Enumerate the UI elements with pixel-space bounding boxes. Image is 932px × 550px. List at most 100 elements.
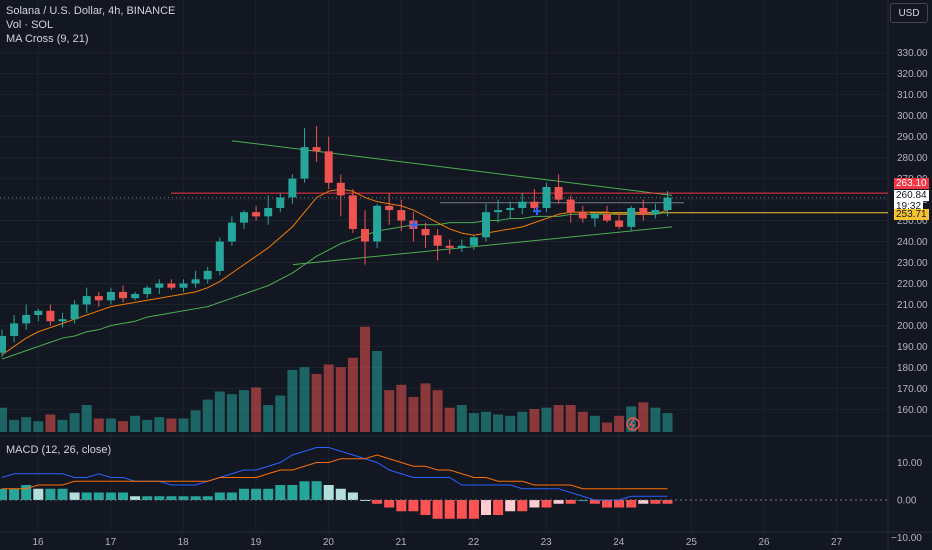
- volume-bar: [420, 383, 431, 432]
- macd-tick-label: 0.00: [897, 496, 917, 507]
- time-tick-label: 22: [468, 537, 480, 548]
- lightning-icon: [628, 418, 636, 431]
- volume-bar: [45, 414, 56, 432]
- volume-bar: [602, 422, 612, 432]
- price-tick-label: 310.00: [897, 90, 928, 101]
- candle-body: [482, 212, 490, 238]
- candle-body: [385, 205, 394, 211]
- candle-body: [566, 199, 575, 213]
- time-tick-label: 18: [178, 537, 190, 548]
- macd-histogram-bar: [33, 488, 44, 500]
- price-tick-label: 180.00: [897, 363, 928, 374]
- chart-icons[interactable]: [410, 207, 640, 431]
- candle-body: [651, 210, 660, 215]
- volume-bar: [214, 391, 225, 432]
- macd-histogram-bar: [565, 500, 576, 504]
- macd-histogram-bar: [347, 492, 358, 500]
- volume-indicator-label[interactable]: Vol · SOL: [6, 19, 54, 31]
- volume-bar: [275, 395, 286, 432]
- candle-body: [530, 201, 539, 208]
- time-tick-label: 26: [758, 537, 770, 548]
- macd-histogram-bar: [372, 500, 383, 504]
- candle-body: [578, 212, 587, 219]
- macd-histogram-bar: [154, 496, 165, 500]
- volume-bar: [493, 414, 504, 432]
- ma-cross-indicator-label[interactable]: MA Cross (9, 21): [6, 33, 89, 45]
- volume-bar: [565, 405, 576, 432]
- volume-bar: [481, 411, 491, 432]
- macd-histogram-bar: [214, 492, 225, 500]
- candle-body: [179, 283, 188, 288]
- macd-line: [1, 447, 668, 501]
- volume-bar: [372, 351, 383, 432]
- macd-indicator-label[interactable]: MACD (12, 26, close): [6, 444, 112, 456]
- macd-histogram-bar: [299, 481, 310, 500]
- candle-body: [227, 222, 236, 242]
- macd-histogram-bar: [626, 500, 637, 508]
- volume-bar: [408, 396, 419, 432]
- macd-histogram-bar: [81, 492, 92, 500]
- macd-histogram-bar: [541, 500, 552, 508]
- candle-body: [615, 220, 624, 227]
- volume-bar: [456, 405, 467, 432]
- volume-bar: [9, 419, 20, 432]
- candle-body: [264, 207, 273, 217]
- macd-histogram-bar: [178, 496, 189, 500]
- volume-bar: [638, 402, 649, 432]
- macd-histogram-bar: [226, 492, 237, 500]
- axes: 160.00170.00180.00190.00200.00210.00220.…: [32, 48, 928, 548]
- price-tick-label: 280.00: [897, 153, 928, 164]
- macd-histogram-bar: [553, 500, 564, 504]
- volume-bar: [396, 384, 407, 432]
- volume-bar: [650, 407, 661, 432]
- symbol-title[interactable]: Solana / U.S. Dollar, 4h, BINANCE: [6, 5, 176, 17]
- volume-bar: [226, 394, 237, 432]
- last-price-tag: 260.84: [894, 190, 929, 201]
- price-tick-label: 170.00: [897, 384, 928, 395]
- volume-bar: [311, 373, 322, 432]
- macd-histogram-bar: [93, 492, 104, 500]
- time-tick-label: 27: [831, 537, 843, 548]
- price-tick-label: 200.00: [897, 321, 928, 332]
- price-tick-label: 160.00: [897, 405, 928, 416]
- candle-body: [155, 283, 164, 288]
- price-tick-label: 240.00: [897, 237, 928, 248]
- macd-histogram-bar: [444, 500, 455, 519]
- candle-body: [603, 214, 611, 221]
- macd-histogram-bar: [529, 500, 540, 508]
- volume-bar: [577, 411, 588, 432]
- macd-histogram-bar: [384, 500, 395, 508]
- volume-bar: [589, 415, 600, 432]
- resistance-price-tag: 263.10: [894, 178, 929, 189]
- currency-button[interactable]: USD: [890, 3, 928, 23]
- price-tick-label: 230.00: [897, 258, 928, 269]
- time-tick-label: 25: [686, 537, 698, 548]
- price-tick-label: 220.00: [897, 279, 928, 290]
- candle-body: [70, 304, 79, 320]
- volume-bar: [239, 390, 249, 432]
- volume-bar: [662, 413, 673, 432]
- candle-body: [506, 207, 515, 211]
- candle-body: [167, 283, 176, 288]
- volume-bar: [347, 357, 358, 432]
- price-tick-label: 320.00: [897, 69, 928, 80]
- volume-bar: [21, 417, 32, 432]
- macd-histogram-bar: [481, 500, 491, 515]
- candle-body: [469, 237, 478, 246]
- candle-body: [82, 296, 91, 305]
- volume-bar: [263, 405, 274, 432]
- volume-bar: [335, 367, 346, 432]
- candle-body: [22, 314, 31, 324]
- macd-histogram-bar: [202, 496, 213, 500]
- candle-body: [94, 296, 103, 301]
- price-tick-label: 210.00: [897, 300, 928, 311]
- macd-histogram-bar: [614, 500, 625, 508]
- volume-bar: [190, 410, 201, 432]
- macd-pane: [0, 447, 888, 519]
- macd-tick-label: 10.00: [897, 458, 922, 469]
- macd-histogram-bar: [602, 500, 612, 508]
- macd-histogram-bar: [420, 500, 431, 515]
- volume-bar: [323, 364, 334, 432]
